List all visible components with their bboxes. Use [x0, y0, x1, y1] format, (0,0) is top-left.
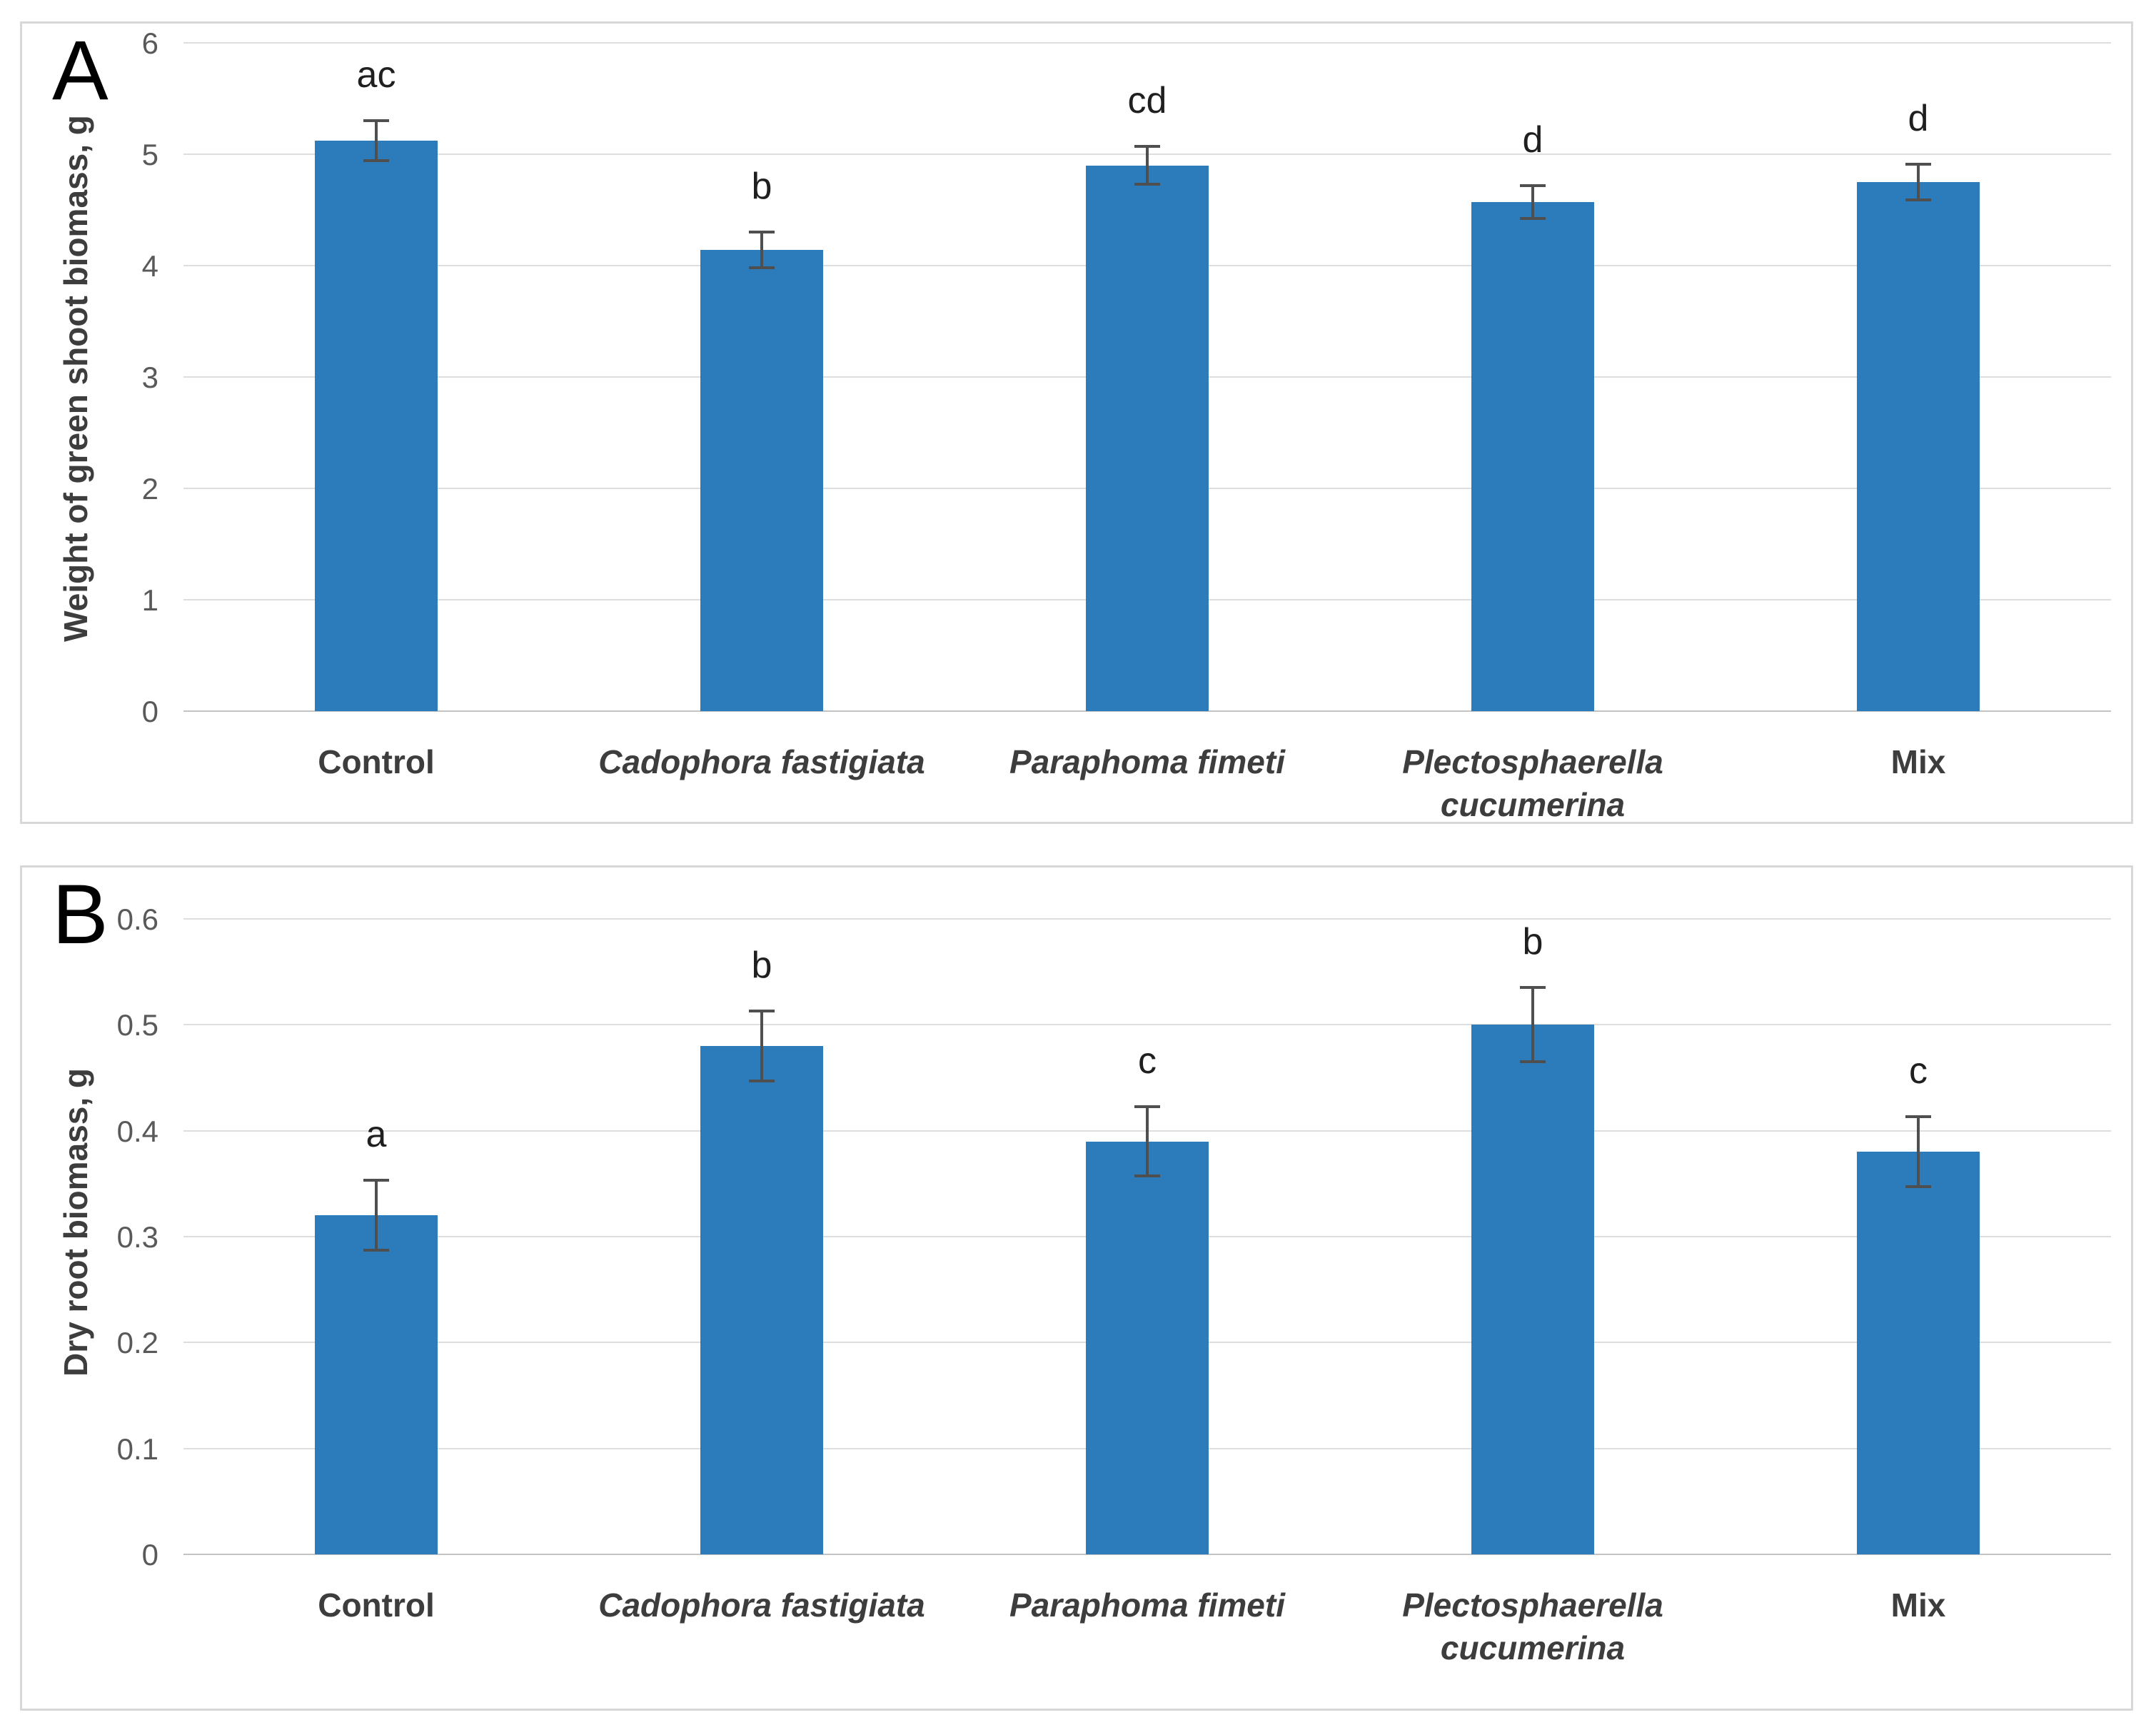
y-tick-label: 2: [141, 472, 158, 506]
error-bar-cap: [1520, 183, 1546, 187]
gridline: [183, 42, 2111, 44]
error-bar: [1531, 987, 1534, 1062]
bar-cadophora-fastigiata: [700, 250, 823, 711]
significance-letter: a: [366, 1114, 387, 1156]
gridline: [183, 1024, 2111, 1026]
error-bar: [1531, 185, 1534, 219]
y-tick-label: 0.6: [116, 902, 158, 936]
category-label: Plectosphaerella cucumerina: [1402, 743, 1663, 823]
bar-plectosphaerella-cucumerina: [1471, 1025, 1594, 1554]
significance-letter: d: [1522, 119, 1543, 161]
error-bar: [375, 121, 378, 161]
y-tick-label: 0.2: [116, 1326, 158, 1360]
error-bar-cap: [363, 119, 389, 123]
y-tick-label: 4: [141, 249, 158, 283]
error-bar-cap: [749, 1079, 775, 1082]
error-bar: [760, 1011, 763, 1081]
panel-b-plot-area: 0.6 0.5 0.4 0.3 0.2 0.1 0 a Control b Cadophora fa…: [117, 905, 2111, 1666]
error-bar-cap: [1134, 145, 1160, 149]
y-tick-label: 0.4: [116, 1114, 158, 1148]
error-bar-cap: [1905, 163, 1931, 166]
significance-letter: cd: [1127, 80, 1167, 122]
error-bar: [760, 232, 763, 268]
category-label: Control: [318, 743, 435, 780]
panel-a-plot-area: 6 5 4 3 2 1 0 ac Control b Cadophora fastigiata cd P…: [142, 29, 2111, 823]
significance-letter: c: [1138, 1040, 1157, 1082]
significance-letter: b: [1522, 921, 1543, 963]
significance-letter: ac: [356, 54, 396, 96]
x-axis-line: [183, 1554, 2111, 1555]
bar-control: [315, 141, 438, 711]
gridline: [183, 918, 2111, 920]
significance-letter: b: [751, 166, 772, 208]
error-bar: [1917, 1117, 1920, 1187]
panel-b-letter: B: [52, 867, 109, 962]
y-tick-label: 5: [141, 138, 158, 171]
category-label: Plectosphaerella cucumerina: [1402, 1586, 1663, 1666]
category-label: Mix: [1890, 743, 1946, 780]
error-bar-cap: [363, 1249, 389, 1252]
error-bar-cap: [363, 1179, 389, 1182]
error-bar-cap: [1905, 1115, 1931, 1119]
error-bar-cap: [1134, 1105, 1160, 1108]
significance-letter: c: [1909, 1050, 1928, 1092]
error-bar: [1146, 1106, 1149, 1177]
error-bar-cap: [1134, 183, 1160, 186]
significance-letter: b: [751, 945, 772, 987]
category-label: Cadophora fastigiata: [598, 743, 925, 780]
y-tick-label: 6: [141, 26, 158, 60]
error-bar: [375, 1180, 378, 1251]
bar-control: [315, 1215, 438, 1554]
error-bar: [1146, 146, 1149, 185]
error-bar-cap: [749, 266, 775, 270]
y-tick-label: 0: [141, 695, 158, 728]
y-tick-label: 1: [141, 583, 158, 617]
category-label: Control: [318, 1586, 435, 1624]
error-bar: [1917, 164, 1920, 200]
category-label: Cadophora fastigiata: [598, 1586, 925, 1624]
y-tick-label: 0.3: [116, 1220, 158, 1254]
error-bar-cap: [1134, 1175, 1160, 1178]
x-axis-line: [183, 710, 2111, 712]
y-tick-label: 0: [141, 1538, 158, 1571]
bar-mix: [1857, 182, 1980, 711]
bar-cadophora-fastigiata: [700, 1046, 823, 1554]
error-bar-cap: [1520, 986, 1546, 990]
significance-letter: d: [1908, 98, 1929, 140]
bar-plectosphaerella-cucumerina: [1471, 202, 1594, 711]
y-tick-label: 0.5: [116, 1008, 158, 1042]
error-bar-cap: [1905, 198, 1931, 201]
category-label: Mix: [1890, 1586, 1946, 1624]
error-bar-cap: [749, 1010, 775, 1013]
error-bar-cap: [363, 159, 389, 163]
bar-paraphoma-fimeti: [1086, 1141, 1209, 1554]
category-label: Paraphoma fimeti: [1009, 1586, 1285, 1624]
panel-a-letter: A: [52, 24, 109, 118]
bar-mix: [1857, 1152, 1980, 1554]
error-bar-cap: [1520, 1060, 1546, 1064]
y-tick-label: 3: [141, 361, 158, 394]
bar-paraphoma-fimeti: [1086, 165, 1209, 711]
panel-b: B Dry root biomass, g 0.6 0.5 0.4 0.3 0.2 0.1…: [20, 865, 2133, 1711]
error-bar-cap: [749, 231, 775, 234]
error-bar-cap: [1905, 1185, 1931, 1189]
y-tick-label: 0.1: [116, 1432, 158, 1466]
category-label: Paraphoma fimeti: [1009, 743, 1285, 780]
error-bar-cap: [1520, 217, 1546, 221]
